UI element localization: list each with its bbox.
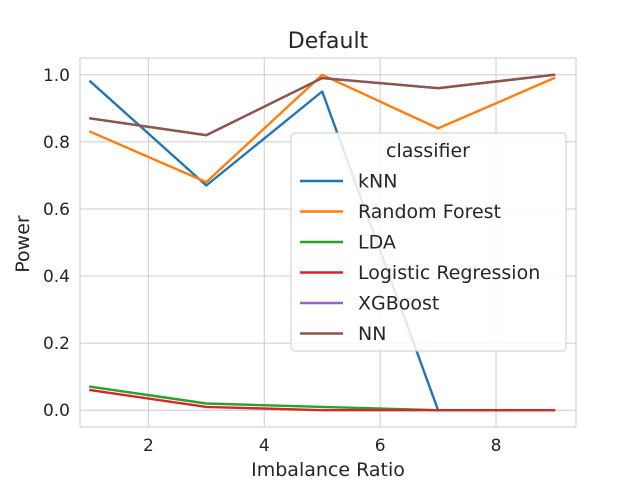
x-tick-label: 8 [491,436,502,456]
y-tick-label: 0.4 [43,267,70,287]
legend: classifier kNN Random Forest LDA Logistic R… [290,132,567,352]
plot-area [79,57,577,428]
legend-label-nn: NN [358,323,386,345]
legend-label-knn: kNN [358,171,397,193]
x-tick-label: 6 [375,436,386,456]
y-tick-label: 0.0 [43,401,70,421]
legend-label-logistic-regression: Logistic Regression [358,262,540,284]
x-axis-label: Imbalance Ratio [251,459,405,480]
y-tick-label: 1.0 [43,66,70,86]
chart-title: Default [288,29,369,54]
y-axis-label: Power [12,215,34,273]
x-tick-label: 4 [259,436,270,456]
legend-label-xgboost: XGBoost [358,293,439,315]
x-tick-label: 2 [143,436,154,456]
y-axis-ticks: 0.0 0.2 0.4 0.6 0.8 1.0 [43,66,70,421]
legend-frame [290,132,567,352]
legend-title: classifier [386,140,470,162]
legend-label-random-forest: Random Forest [358,201,501,223]
legend-label-lda: LDA [358,232,396,254]
y-tick-label: 0.2 [43,334,70,354]
y-tick-label: 0.8 [43,133,70,153]
series-line-logistic-regression [89,388,556,412]
series-layer [88,73,556,412]
y-tick-label: 0.6 [43,200,70,220]
legend-items: kNN Random Forest LDA Logistic Regression XG… [300,171,540,345]
series-line-nn [89,73,556,137]
series-line-random-forest [88,73,556,184]
x-axis-ticks: 2 4 6 8 [143,436,501,456]
